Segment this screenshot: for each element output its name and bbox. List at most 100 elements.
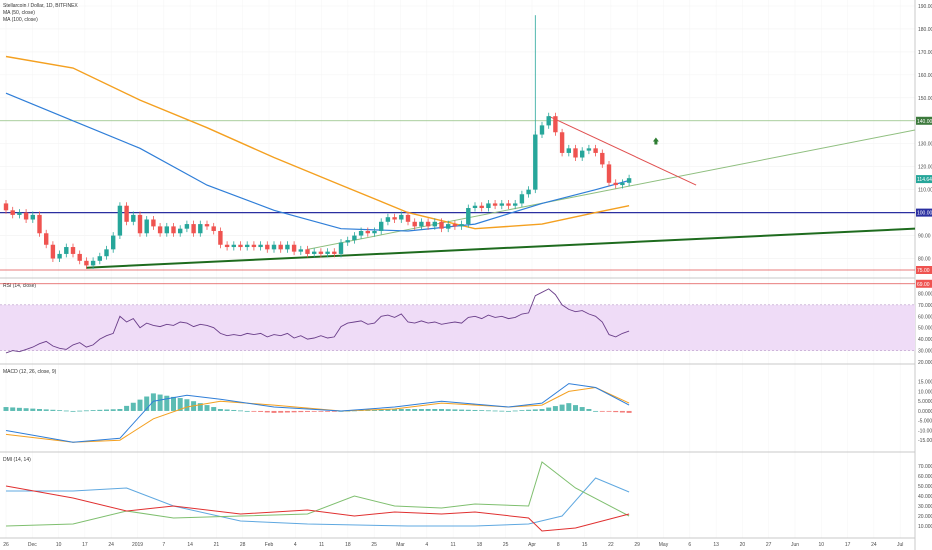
candle	[452, 224, 458, 227]
macd-histogram-bar	[284, 410, 290, 413]
ma100-line	[5, 55, 630, 230]
candle	[446, 224, 451, 229]
candle	[37, 214, 42, 234]
candle	[372, 230, 377, 234]
candle	[111, 235, 116, 250]
ma50-line	[5, 92, 630, 232]
candle	[84, 260, 89, 266]
candle	[338, 242, 344, 254]
ma100-label: MA (100, close)	[3, 17, 38, 23]
macd-histogram-bar	[204, 405, 210, 411]
macd-histogram-bar	[16, 407, 22, 411]
macd-histogram-bar	[231, 409, 237, 411]
macd-histogram-bar	[3, 407, 9, 411]
time-tick-label: 6	[688, 542, 691, 548]
macd-histogram-bar	[63, 410, 69, 412]
macd-histogram-bar	[445, 409, 451, 411]
candle	[472, 205, 478, 209]
macd-tick-label: -15.0000	[918, 438, 932, 444]
candle	[486, 203, 491, 209]
candle	[30, 214, 35, 220]
time-tick-label: 11	[450, 542, 455, 548]
macd-histogram-bar	[579, 407, 585, 411]
macd-pane-title: MACD (12, 26, close, 9)	[3, 369, 57, 375]
candle	[305, 249, 310, 254]
macd-line	[5, 383, 630, 443]
candle	[157, 226, 163, 234]
candle	[104, 249, 109, 257]
candle	[57, 253, 62, 259]
candle	[265, 244, 270, 250]
dmi-tick-label: 10.0000	[918, 524, 932, 530]
lower-uptrend-line	[86, 227, 916, 269]
candle	[312, 251, 317, 254]
price-tag	[916, 279, 932, 288]
macd-histogram-bar	[244, 410, 250, 412]
price-tag	[916, 175, 932, 184]
candle	[131, 214, 136, 222]
macd-histogram-bar	[573, 405, 578, 411]
candle	[593, 148, 598, 153]
macd-histogram-bar	[459, 409, 465, 411]
macd-histogram-bar	[177, 398, 183, 411]
macd-tick-label: -10.0000	[918, 428, 932, 434]
macd-histogram-bar	[211, 407, 217, 411]
macd-histogram-bar	[539, 409, 545, 411]
candle	[499, 203, 504, 206]
time-tick-label: 11	[319, 542, 324, 548]
price-tag-label: 69.00	[917, 282, 930, 288]
macd-histogram-bar	[318, 410, 324, 412]
candle	[566, 148, 571, 153]
candle	[137, 214, 143, 234]
price-axis: 190.00 180.00 170.00 160.00 150.00 140.00 130.…	[916, 4, 932, 530]
candle	[171, 226, 176, 234]
dmi-tick-label: 60.0000	[918, 474, 932, 480]
macd-histogram-bar	[331, 410, 337, 412]
rsi-tick-label: 30.0000	[918, 349, 932, 355]
ma50-label: MA (50, close)	[3, 10, 35, 16]
time-tick-label: Feb	[265, 542, 274, 548]
macd-histogram-bar	[305, 410, 310, 412]
macd-histogram-bar	[452, 409, 458, 411]
candle	[385, 217, 391, 222]
macd-histogram-bar	[439, 409, 444, 411]
macd-histogram-bar	[372, 409, 377, 411]
macd-histogram-bar	[559, 404, 565, 411]
time-tick-label: 14	[187, 542, 193, 548]
time-tick-label: 27	[766, 542, 772, 548]
price-tag	[916, 208, 932, 217]
time-tick-label: 28	[240, 542, 246, 548]
time-tick-label: 10	[56, 542, 62, 548]
macd-histogram-bar	[626, 410, 632, 413]
candle	[439, 221, 444, 229]
candle	[285, 244, 290, 250]
candle	[298, 249, 303, 252]
rsi-line	[5, 288, 630, 354]
macd-histogram-bar	[124, 405, 130, 411]
macd-histogram-bar	[90, 410, 96, 411]
candle	[513, 203, 518, 206]
macd-histogram-bar	[37, 409, 42, 411]
dmi-pane-title: DMI (14, 14)	[3, 457, 31, 463]
price-tick-label: 110.00	[918, 188, 932, 194]
rsi-pane	[0, 288, 915, 354]
candle	[358, 230, 364, 236]
candle	[459, 224, 464, 227]
candle	[466, 208, 471, 225]
macd-tick-label: 15.0000	[918, 380, 932, 386]
price-tag-label: 75.00	[917, 268, 930, 274]
time-tick-label: 25	[371, 542, 377, 548]
macd-histogram-bar	[472, 409, 478, 411]
price-tag	[916, 266, 932, 274]
macd-tick-label: 10.0000	[918, 389, 932, 395]
macd-histogram-bar	[425, 409, 431, 411]
price-tick-label: 90.00	[918, 234, 931, 240]
price-tick-label: 180.00	[918, 27, 932, 33]
candle	[519, 194, 525, 204]
time-tick-label: Dec	[28, 542, 37, 548]
plus-di-line	[5, 461, 630, 527]
macd-pane	[3, 383, 632, 443]
macd-histogram-bar	[251, 410, 257, 412]
rsi-tick-label: 80.0000	[918, 291, 932, 297]
macd-histogram-bar	[398, 409, 404, 411]
